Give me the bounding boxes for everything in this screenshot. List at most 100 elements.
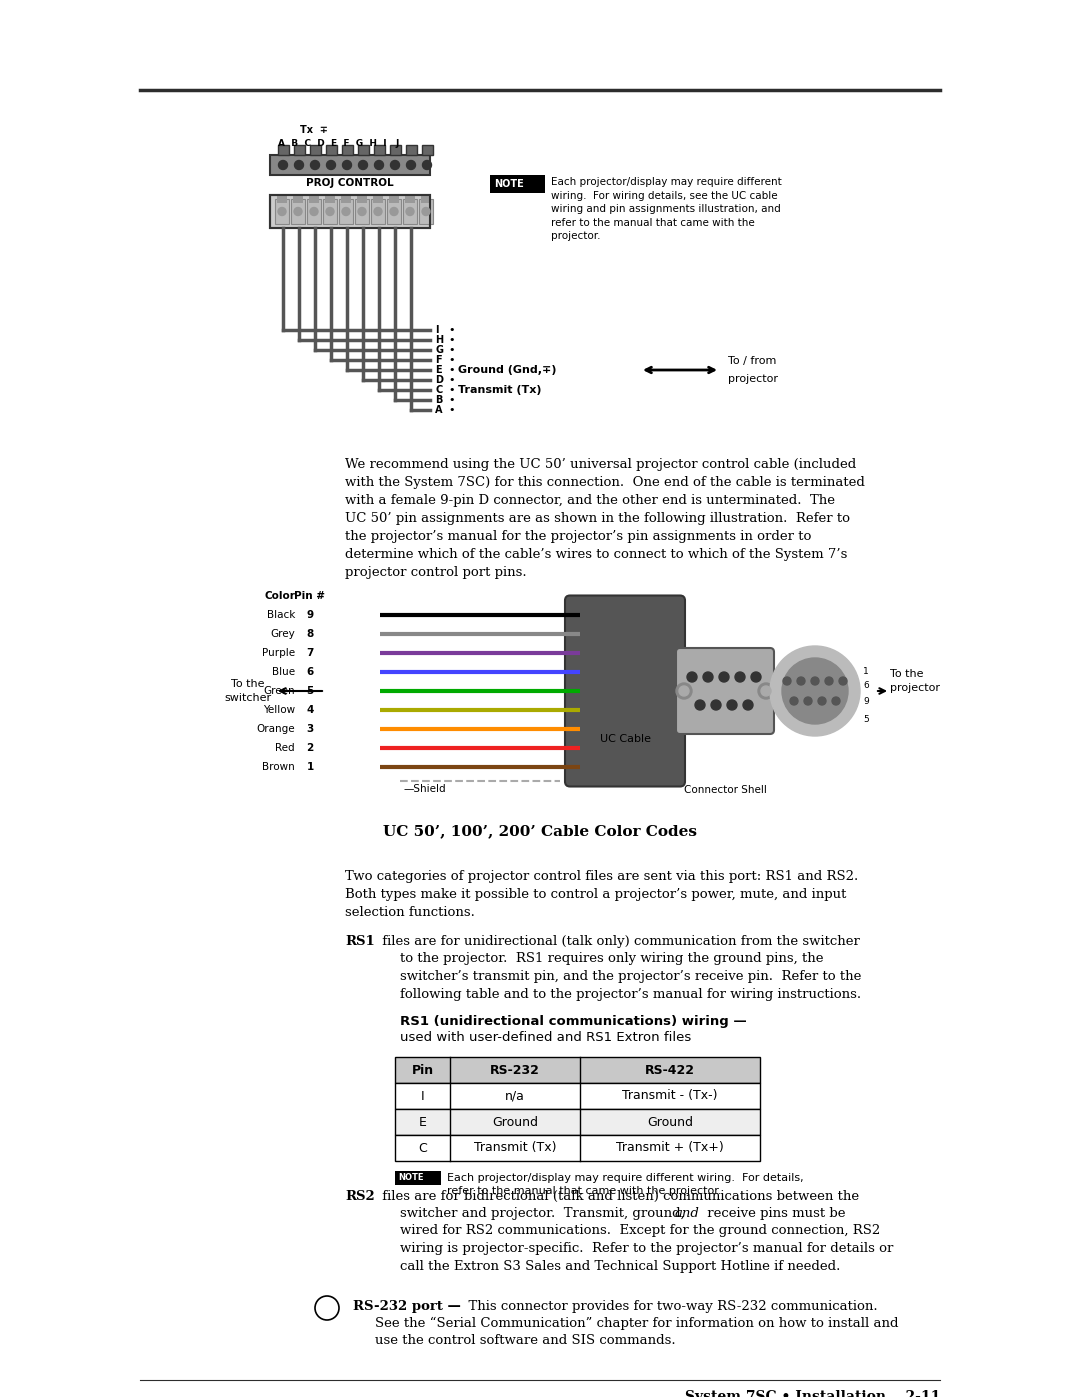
Bar <box>389 196 399 203</box>
Text: To the
switcher: To the switcher <box>225 679 271 703</box>
Text: Black: Black <box>267 610 295 620</box>
Text: •: • <box>448 365 455 374</box>
Text: to the projector.  RS1 requires only wiring the ground pins, the
switcher’s tran: to the projector. RS1 requires only wiri… <box>400 951 862 1002</box>
Circle shape <box>727 700 737 710</box>
Text: A: A <box>435 405 443 415</box>
Text: We recommend using the UC 50’ universal projector control cable (included
with t: We recommend using the UC 50’ universal … <box>345 458 865 578</box>
Text: Grey: Grey <box>270 629 295 638</box>
Circle shape <box>719 672 729 682</box>
Bar <box>374 145 384 155</box>
Circle shape <box>326 208 334 215</box>
Text: 3: 3 <box>307 724 313 733</box>
Text: Yellow: Yellow <box>262 705 295 715</box>
Bar <box>421 196 431 203</box>
Text: Pin #: Pin # <box>295 591 325 601</box>
Bar <box>405 196 415 203</box>
Bar <box>395 1109 760 1134</box>
Circle shape <box>422 161 432 169</box>
Text: Green: Green <box>264 686 295 696</box>
Circle shape <box>326 161 336 169</box>
Text: NOTE: NOTE <box>494 179 524 189</box>
Text: —Shield: —Shield <box>404 784 447 793</box>
Bar <box>355 198 369 224</box>
Bar <box>326 145 337 155</box>
Text: •: • <box>448 386 455 395</box>
Text: Color: Color <box>265 591 295 601</box>
Circle shape <box>832 697 840 705</box>
Bar <box>278 145 289 155</box>
Text: Red: Red <box>275 743 295 753</box>
Text: RS-232: RS-232 <box>490 1063 540 1077</box>
Bar <box>276 196 287 203</box>
Text: 7: 7 <box>307 648 313 658</box>
Text: Tx  ∓: Tx ∓ <box>300 124 328 136</box>
Bar <box>341 196 351 203</box>
Text: Orange: Orange <box>256 724 295 733</box>
Bar <box>293 196 303 203</box>
Text: •: • <box>448 405 455 415</box>
Text: Each projector/display may require different wiring.  For details,
refer to the : Each projector/display may require diffe… <box>447 1173 804 1196</box>
Bar <box>403 198 417 224</box>
Bar <box>419 198 433 224</box>
Text: System 7SC • Installation    2-11: System 7SC • Installation 2-11 <box>685 1390 940 1397</box>
Circle shape <box>406 161 416 169</box>
Text: Each projector/display may require different
wiring.  For wiring details, see th: Each projector/display may require diffe… <box>551 177 782 242</box>
Text: Transmit (Tx): Transmit (Tx) <box>474 1141 556 1154</box>
Text: n/a: n/a <box>505 1090 525 1102</box>
Bar <box>406 145 417 155</box>
Text: wired for RS2 communications.  Except for the ground connection, RS2
wiring is p: wired for RS2 communications. Except for… <box>400 1224 893 1273</box>
Bar <box>325 196 335 203</box>
Text: Transmit + (Tx+): Transmit + (Tx+) <box>616 1141 724 1154</box>
Circle shape <box>789 697 798 705</box>
Bar <box>395 1058 760 1083</box>
Circle shape <box>359 161 367 169</box>
Circle shape <box>422 208 430 215</box>
Bar <box>323 198 337 224</box>
Circle shape <box>811 678 819 685</box>
Text: 5: 5 <box>863 714 868 724</box>
Text: Connector Shell: Connector Shell <box>684 785 767 795</box>
Circle shape <box>804 697 812 705</box>
Text: Ground: Ground <box>647 1115 693 1129</box>
Text: files are for bidirectional (talk and listen) communications between the: files are for bidirectional (talk and li… <box>378 1190 859 1203</box>
Text: Transmit (Tx): Transmit (Tx) <box>458 386 541 395</box>
Text: F: F <box>435 355 442 365</box>
Text: UC 50’, 100’, 200’ Cable Color Codes: UC 50’, 100’, 200’ Cable Color Codes <box>383 824 697 838</box>
Text: receive pins must be: receive pins must be <box>703 1207 846 1220</box>
Circle shape <box>357 208 366 215</box>
Text: Two categories of projector control files are sent via this port: RS1 and RS2.
B: Two categories of projector control file… <box>345 870 859 919</box>
Circle shape <box>294 208 302 215</box>
Circle shape <box>839 678 847 685</box>
Text: RS-422: RS-422 <box>645 1063 696 1077</box>
Bar <box>422 145 433 155</box>
Text: This connector provides for two-way RS-232 communication.: This connector provides for two-way RS-2… <box>460 1301 878 1313</box>
Bar <box>395 1083 760 1109</box>
Bar <box>291 198 305 224</box>
Circle shape <box>676 683 692 698</box>
Circle shape <box>311 161 320 169</box>
Circle shape <box>391 161 400 169</box>
Text: projector: projector <box>728 374 778 384</box>
Text: files are for unidirectional (talk only) communication from the switcher: files are for unidirectional (talk only)… <box>378 935 860 949</box>
Circle shape <box>295 161 303 169</box>
Bar <box>270 196 430 228</box>
Text: used with user-defined and RS1 Extron files: used with user-defined and RS1 Extron fi… <box>400 1031 691 1044</box>
Circle shape <box>783 678 791 685</box>
Bar <box>395 1171 441 1185</box>
Bar <box>270 196 430 228</box>
Text: switcher and projector.  Transmit, ground,: switcher and projector. Transmit, ground… <box>400 1207 689 1220</box>
Text: H: H <box>435 335 443 345</box>
Circle shape <box>825 678 833 685</box>
Text: RS1 (unidirectional communications) wiring —: RS1 (unidirectional communications) wiri… <box>400 1016 746 1028</box>
Text: •: • <box>448 374 455 386</box>
Text: RS1: RS1 <box>345 935 375 949</box>
Text: RS2: RS2 <box>345 1190 375 1203</box>
Circle shape <box>743 700 753 710</box>
Text: •: • <box>448 395 455 405</box>
Circle shape <box>679 686 689 696</box>
Bar <box>275 198 289 224</box>
Bar <box>357 196 367 203</box>
Text: See the “Serial Communication” chapter for information on how to install and: See the “Serial Communication” chapter f… <box>375 1317 899 1330</box>
Text: RS-232 port —: RS-232 port — <box>353 1301 461 1313</box>
Bar <box>390 145 401 155</box>
